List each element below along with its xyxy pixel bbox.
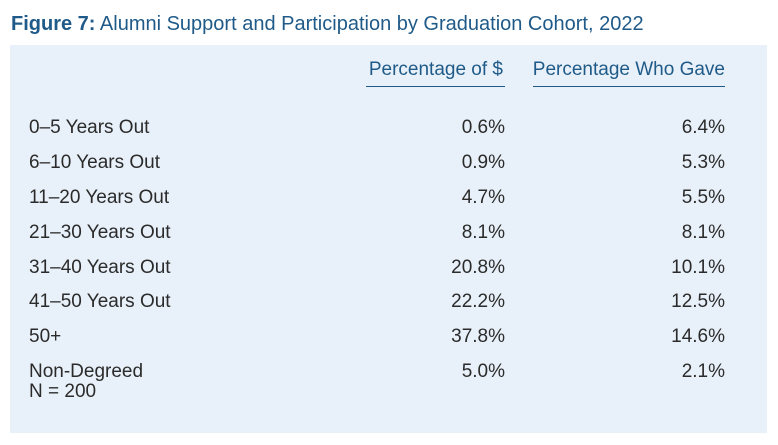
column-header-percentage-dollars: Percentage of $ bbox=[329, 59, 505, 91]
data-table: Percentage of $ Percentage Who Gave 0–5 … bbox=[29, 59, 725, 389]
table-row: Non-Degreed 5.0% 2.1% bbox=[29, 355, 725, 390]
figure-title-text: Alumni Support and Participation by Grad… bbox=[99, 13, 644, 35]
percentage-dollars-value: 0.6% bbox=[461, 117, 505, 139]
percentage-dollars-value: 22.2% bbox=[451, 291, 505, 313]
table-row: 11–20 Years Out 4.7% 5.5% bbox=[29, 181, 725, 216]
header-row: Percentage of $ Percentage Who Gave bbox=[29, 59, 725, 91]
table-row: 31–40 Years Out 20.8% 10.1% bbox=[29, 250, 725, 285]
row-label: 6–10 Years Out bbox=[29, 152, 160, 174]
row-label: 0–5 Years Out bbox=[29, 117, 150, 139]
percentage-who-gave-value: 8.1% bbox=[681, 221, 725, 243]
percentage-dollars-value: 20.8% bbox=[451, 256, 505, 278]
percentage-who-gave-value: 6.4% bbox=[681, 117, 725, 139]
column-header-label: Percentage Who Gave bbox=[532, 59, 725, 87]
row-label: Non-Degreed bbox=[29, 360, 144, 382]
row-label: 41–50 Years Out bbox=[29, 291, 171, 313]
sample-size-note: N = 200 bbox=[29, 381, 97, 402]
percentage-who-gave-value: 5.5% bbox=[681, 186, 725, 208]
percentage-who-gave-value: 12.5% bbox=[671, 291, 725, 313]
figure-number: Figure 7: bbox=[11, 13, 96, 35]
percentage-dollars-value: 4.7% bbox=[461, 186, 505, 208]
table-row: 50+ 37.8% 14.6% bbox=[29, 320, 725, 355]
percentage-dollars-value: 0.9% bbox=[461, 152, 505, 174]
percentage-who-gave-value: 2.1% bbox=[681, 360, 725, 382]
percentage-who-gave-value: 10.1% bbox=[671, 256, 725, 278]
header-spacer bbox=[29, 91, 725, 111]
table-row: 0–5 Years Out 0.6% 6.4% bbox=[29, 111, 725, 146]
row-label: 11–20 Years Out bbox=[29, 186, 170, 208]
table-row: 21–30 Years Out 8.1% 8.1% bbox=[29, 215, 725, 250]
table-row: 6–10 Years Out 0.9% 5.3% bbox=[29, 146, 725, 181]
percentage-dollars-value: 5.0% bbox=[461, 360, 505, 382]
row-label: 21–30 Years Out bbox=[29, 221, 171, 243]
column-header-label: Percentage of $ bbox=[365, 59, 505, 87]
percentage-dollars-value: 8.1% bbox=[461, 221, 505, 243]
table-body: 0–5 Years Out 0.6% 6.4% 6–10 Years Out 0.9% 5… bbox=[29, 91, 725, 389]
table-row: 41–50 Years Out 22.2% 12.5% bbox=[29, 285, 725, 320]
row-label: 50+ bbox=[29, 326, 62, 348]
percentage-dollars-value: 37.8% bbox=[451, 326, 505, 348]
column-header-percentage-who-gave: Percentage Who Gave bbox=[505, 59, 725, 91]
figure-title: Figure 7: Alumni Support and Participati… bbox=[11, 10, 644, 38]
row-label: 31–40 Years Out bbox=[29, 256, 171, 278]
header-blank-cell bbox=[29, 59, 329, 91]
percentage-who-gave-value: 14.6% bbox=[671, 326, 725, 348]
table-panel: Percentage of $ Percentage Who Gave 0–5 … bbox=[10, 45, 767, 433]
percentage-who-gave-value: 5.3% bbox=[681, 152, 725, 174]
